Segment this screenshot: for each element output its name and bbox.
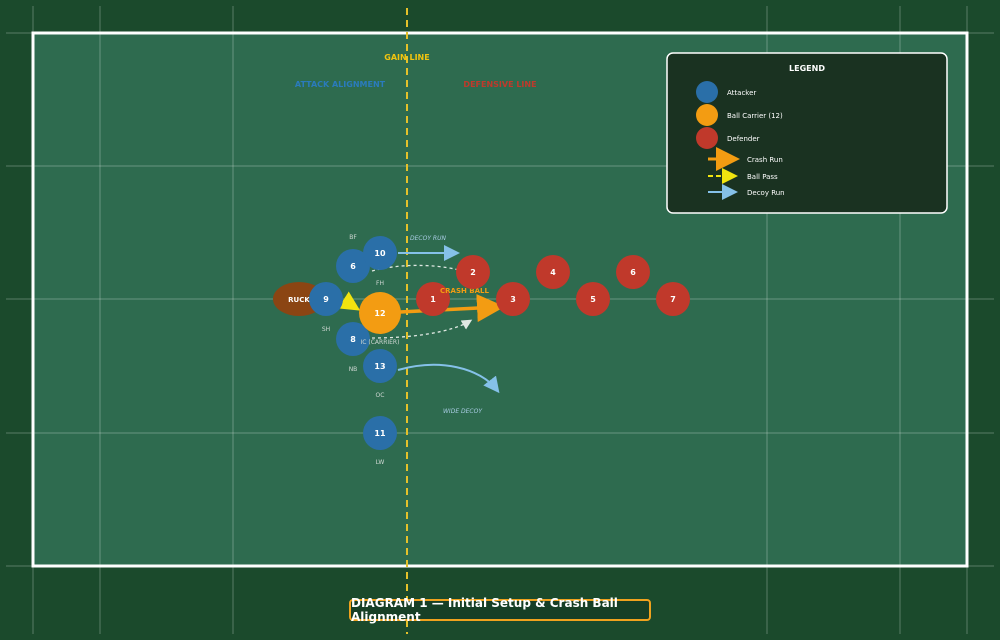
- legend-attacker-swatch: [696, 81, 718, 103]
- attacker-number: 11: [374, 429, 386, 438]
- legend-ball-pass-label: Ball Pass: [747, 173, 778, 181]
- ruck-label: RUCK: [288, 296, 310, 304]
- defender-5: 5: [576, 282, 610, 316]
- legend-carrier-swatch: [696, 104, 718, 126]
- legend-defender-label: Defender: [727, 135, 760, 143]
- legend-carrier-label: Ball Carrier (12): [727, 112, 783, 120]
- legend-decoy-run-label: Decoy Run: [747, 189, 785, 197]
- legend-attacker-label: Attacker: [727, 89, 756, 97]
- legend-defender-swatch: [696, 127, 718, 149]
- legend-crash-run-label: Crash Run: [747, 156, 783, 164]
- defender-number: 3: [510, 295, 516, 304]
- defender-4: 4: [536, 255, 570, 289]
- defender-number: 5: [590, 295, 596, 304]
- defender-number: 6: [630, 268, 636, 277]
- decoy-run-label: DECOY RUN: [410, 235, 446, 242]
- ball-carrier-12: 12 IC (CARRIER): [359, 292, 401, 346]
- attacker-10: 10 FH: [363, 236, 397, 287]
- attacker-number: 6: [350, 262, 356, 271]
- defender-2: 2: [456, 255, 490, 289]
- attack-alignment: 6 BF 10 FH 9 SH 8 NB 12 IC (CARRIER) 13 …: [309, 234, 401, 466]
- support-line-lower: [371, 319, 473, 339]
- grid-lines: [6, 6, 994, 634]
- attacker-number: 9: [323, 295, 329, 304]
- attack-alignment-label: ATTACK ALIGNMENT: [295, 80, 386, 89]
- defender-number: 7: [670, 295, 676, 304]
- legend-title: LEGEND: [789, 64, 825, 73]
- defensive-line-label: DEFENSIVE LINE: [463, 80, 536, 89]
- defensive-line: 1 CRASH BALL 2 3 4 5 6 7: [416, 255, 690, 316]
- diagram-caption-text: DIAGRAM 1 — Initial Setup & Crash Ball A…: [351, 596, 618, 624]
- attacker-role: IC (CARRIER): [361, 339, 400, 346]
- attacker-11: 11 LW: [363, 416, 397, 466]
- attacker-9: 9 SH: [309, 282, 343, 333]
- attacker-number: 13: [374, 362, 385, 371]
- attacker-8: 8 NB: [336, 322, 370, 373]
- defender-6: 6: [616, 255, 650, 289]
- wide-decoy-label: WIDE DECOY: [443, 408, 483, 415]
- crash-ball-label: CRASH BALL: [440, 287, 489, 295]
- attacker-number: 8: [350, 335, 356, 344]
- attacker-role: FH: [376, 280, 384, 287]
- gain-line-label: GAIN LINE: [384, 53, 429, 62]
- attacker-role: SH: [322, 326, 330, 333]
- wide-decoy-arrow: [397, 363, 500, 394]
- defender-1: 1: [416, 282, 450, 316]
- attacker-number: 10: [374, 249, 386, 258]
- ball-pass-arrow: [337, 291, 361, 311]
- attacker-13: 13 OC: [363, 349, 397, 399]
- attacker-number: 12: [374, 309, 385, 318]
- defender-7: 7: [656, 282, 690, 316]
- defender-number: 4: [550, 268, 556, 277]
- attacker-6: 6 BF: [336, 234, 370, 283]
- defender-3: 3: [496, 282, 530, 316]
- attacker-role: OC: [376, 392, 385, 399]
- defender-number: 1: [430, 295, 436, 304]
- legend: LEGEND Attacker Ball Carrier (12) Defend…: [666, 52, 948, 214]
- attacker-role: LW: [376, 459, 385, 466]
- diagram-caption: DIAGRAM 1 — Initial Setup & Crash Ball A…: [349, 596, 651, 624]
- defender-number: 2: [470, 268, 476, 277]
- attacker-role: NB: [349, 366, 358, 373]
- attacker-role: BF: [349, 234, 357, 241]
- crash-run-arrow: [399, 294, 505, 323]
